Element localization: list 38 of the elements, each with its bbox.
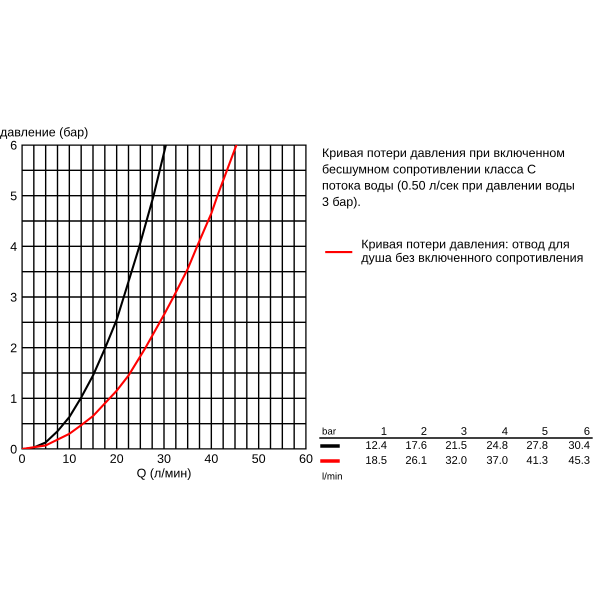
text: 6 xyxy=(584,427,590,435)
text: 37.0 xyxy=(486,456,508,464)
text: 1 xyxy=(382,427,386,435)
y-tick-label: 5 xyxy=(10,192,17,200)
x-tick-label: 10 xyxy=(63,454,76,464)
x-tick-label: 30 xyxy=(158,454,170,464)
text: 24.8 xyxy=(486,441,508,449)
text: 18.5 xyxy=(366,456,387,464)
x-tick-label: 50 xyxy=(252,454,266,464)
legend-label: Кривая потери давления: отвод для душа без включенного сопротивления xyxy=(361,240,583,264)
text: 32.0 xyxy=(446,456,467,464)
y-tick-label: 1 xyxy=(11,394,17,403)
x-tick-label: 0 xyxy=(19,454,25,464)
text: 5 xyxy=(542,427,548,435)
text: 26.1 xyxy=(406,456,426,464)
text: l/min xyxy=(322,472,342,480)
text: 21.5 xyxy=(446,441,467,449)
y-tick-label: 3 xyxy=(10,292,17,302)
text: 30.4 xyxy=(568,441,590,449)
y-tick-label: 0 xyxy=(10,444,17,454)
text: 27.8 xyxy=(526,441,548,449)
x-axis-title: Q (л/мин) xyxy=(137,468,191,480)
y-tick-label: 2 xyxy=(10,343,17,352)
text: bar xyxy=(322,427,336,435)
y-tick-label: 4 xyxy=(10,242,17,251)
y-tick-label: 6 xyxy=(10,140,17,150)
text: 12.4 xyxy=(366,441,387,449)
y-axis-title: давление (бар) xyxy=(0,127,88,139)
text: 2 xyxy=(421,427,426,435)
x-tick-label: 60 xyxy=(300,454,312,464)
x-tick-label: 40 xyxy=(204,454,218,464)
text: Кривая потери давления при включенном бесшумном сопротивлении класса С потока воды (0.50 л/сек при давлении воды 3 бар). xyxy=(322,148,574,209)
text: 41.3 xyxy=(526,456,548,464)
text: 4 xyxy=(502,427,508,435)
x-tick-label: 20 xyxy=(110,454,124,464)
text: 17.6 xyxy=(406,441,427,449)
text: 45.3 xyxy=(568,456,590,464)
text: 3 xyxy=(461,427,467,435)
